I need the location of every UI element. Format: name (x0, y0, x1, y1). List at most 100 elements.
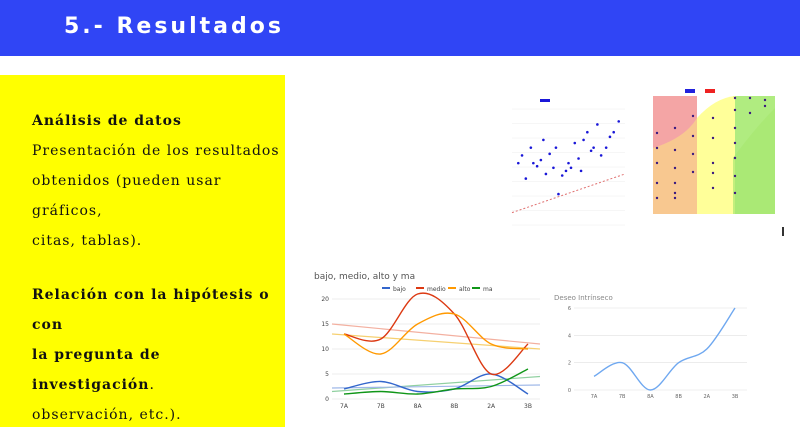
text-line-2: obtenidos (pueden usar gráficos, (32, 173, 222, 219)
y-tick-label: 0 (325, 396, 329, 403)
slide-title: 5.- Resultados (64, 14, 284, 39)
legend-label: bajo (393, 286, 406, 293)
text-panel (0, 75, 285, 427)
scatter-point (673, 126, 677, 130)
x-tick-label: 3B (524, 403, 532, 410)
scatter-point (733, 191, 737, 195)
scatter-point (582, 138, 585, 142)
scatter-point (544, 172, 548, 176)
scatter-point (733, 108, 737, 112)
trend-line (511, 173, 626, 214)
x-tick-label: 3B (732, 394, 739, 400)
scatter-point (691, 134, 695, 138)
x-tick-label: 7B (619, 394, 626, 400)
scatter-point (599, 154, 603, 157)
heading-analisis: Análisis de datos (32, 113, 182, 129)
x-tick-label: 7A (591, 394, 598, 400)
scatter-chart-2-svg (653, 89, 775, 214)
scatter-point (691, 114, 695, 118)
line-chart-deseo: Deseo Intrínseco 0 2 4 6 7A 7B 8A 8B 2A 3B (552, 290, 752, 412)
scatter-point (548, 152, 551, 156)
x-tick-label: 8B (675, 394, 682, 400)
line-chart-levels: bajo, medio, alto y ma bajo medio alto ma 0 5 1… (312, 265, 544, 415)
scatter-point (524, 177, 528, 180)
scatter-point (748, 111, 752, 115)
trend-line (331, 333, 541, 350)
scatter-point (532, 161, 535, 165)
y-tick-label: 10 (321, 346, 329, 353)
series-line (343, 312, 529, 355)
chart-title: Deseo Intrínseco (554, 294, 613, 302)
scatter-point (655, 146, 659, 150)
scatter-point (673, 181, 677, 185)
scatter-point (748, 96, 752, 100)
scatter-point (560, 174, 564, 177)
scatter-point (592, 146, 595, 149)
heading-relacion: Relación con la hipótesis o con (32, 287, 270, 333)
scatter-chart-1 (500, 97, 633, 240)
scatter-point (539, 158, 543, 162)
x-tick-label: 8A (647, 394, 654, 400)
scatter-point (733, 156, 737, 160)
scatter-point (604, 146, 608, 149)
scatter-point (733, 126, 737, 130)
scatter-point (535, 164, 539, 168)
scatter-point (711, 116, 715, 120)
scatter-point (579, 169, 583, 173)
x-tick-label: 7B (377, 403, 385, 410)
region-green-curve (733, 108, 775, 214)
scatter-point (516, 161, 520, 165)
scatter-point (711, 136, 715, 140)
scatter-point (655, 131, 659, 135)
series-line (343, 368, 529, 395)
series-line (343, 292, 529, 376)
scatter-point (596, 123, 599, 126)
scatter-chart-2 (645, 88, 777, 228)
legend-label: medio (427, 286, 446, 293)
scatter-point (655, 181, 659, 185)
legend-swatch (540, 99, 550, 102)
x-tick-label: 2A (703, 394, 710, 400)
heading-relacion-2: la pregunta de investigación. (32, 340, 282, 400)
scatter-point (763, 104, 767, 108)
y-tick-label: 0 (568, 388, 571, 394)
scatter-point (711, 171, 715, 175)
scatter-point (520, 154, 524, 157)
region-orange (653, 118, 697, 214)
text-line-1: Presentación de los resultados (32, 143, 280, 159)
scatter-point (569, 166, 573, 170)
x-tick-label: 7A (340, 403, 349, 410)
scatter-point (733, 174, 737, 178)
x-tick-label: 2A (487, 403, 496, 410)
y-tick-label: 15 (321, 321, 329, 328)
divider-mark (782, 227, 784, 236)
scatter-point (711, 161, 715, 165)
scatter-point (577, 157, 580, 160)
trend-line (331, 323, 541, 345)
title-banner: 5.- Resultados (0, 0, 800, 56)
scatter-point (586, 130, 589, 134)
scatter-point (589, 149, 593, 153)
chart-title: bajo, medio, alto y ma (314, 272, 415, 282)
text-line-4: observación, etc.). (32, 407, 182, 423)
scatter-point (673, 166, 677, 170)
scatter-point (617, 120, 621, 123)
scatter-point (655, 196, 659, 200)
x-tick-label: 8A (414, 403, 423, 410)
scatter-point (612, 130, 615, 134)
scatter-point (567, 161, 570, 165)
scatter-point (733, 141, 737, 145)
heading-relacion-2-bold: la pregunta de investigación (32, 347, 161, 393)
scatter-chart-1-svg (511, 99, 626, 226)
scatter-point (554, 146, 558, 149)
y-tick-label: 2 (568, 361, 571, 367)
legend-label: ma (483, 286, 493, 293)
region-yellow (697, 96, 735, 214)
scatter-point (711, 186, 715, 190)
scatter-point (673, 148, 677, 152)
scatter-point (655, 161, 659, 165)
x-tick-label: 8B (450, 403, 458, 410)
series-line (593, 307, 736, 391)
scatter-point (763, 98, 767, 102)
scatter-point (529, 146, 533, 149)
